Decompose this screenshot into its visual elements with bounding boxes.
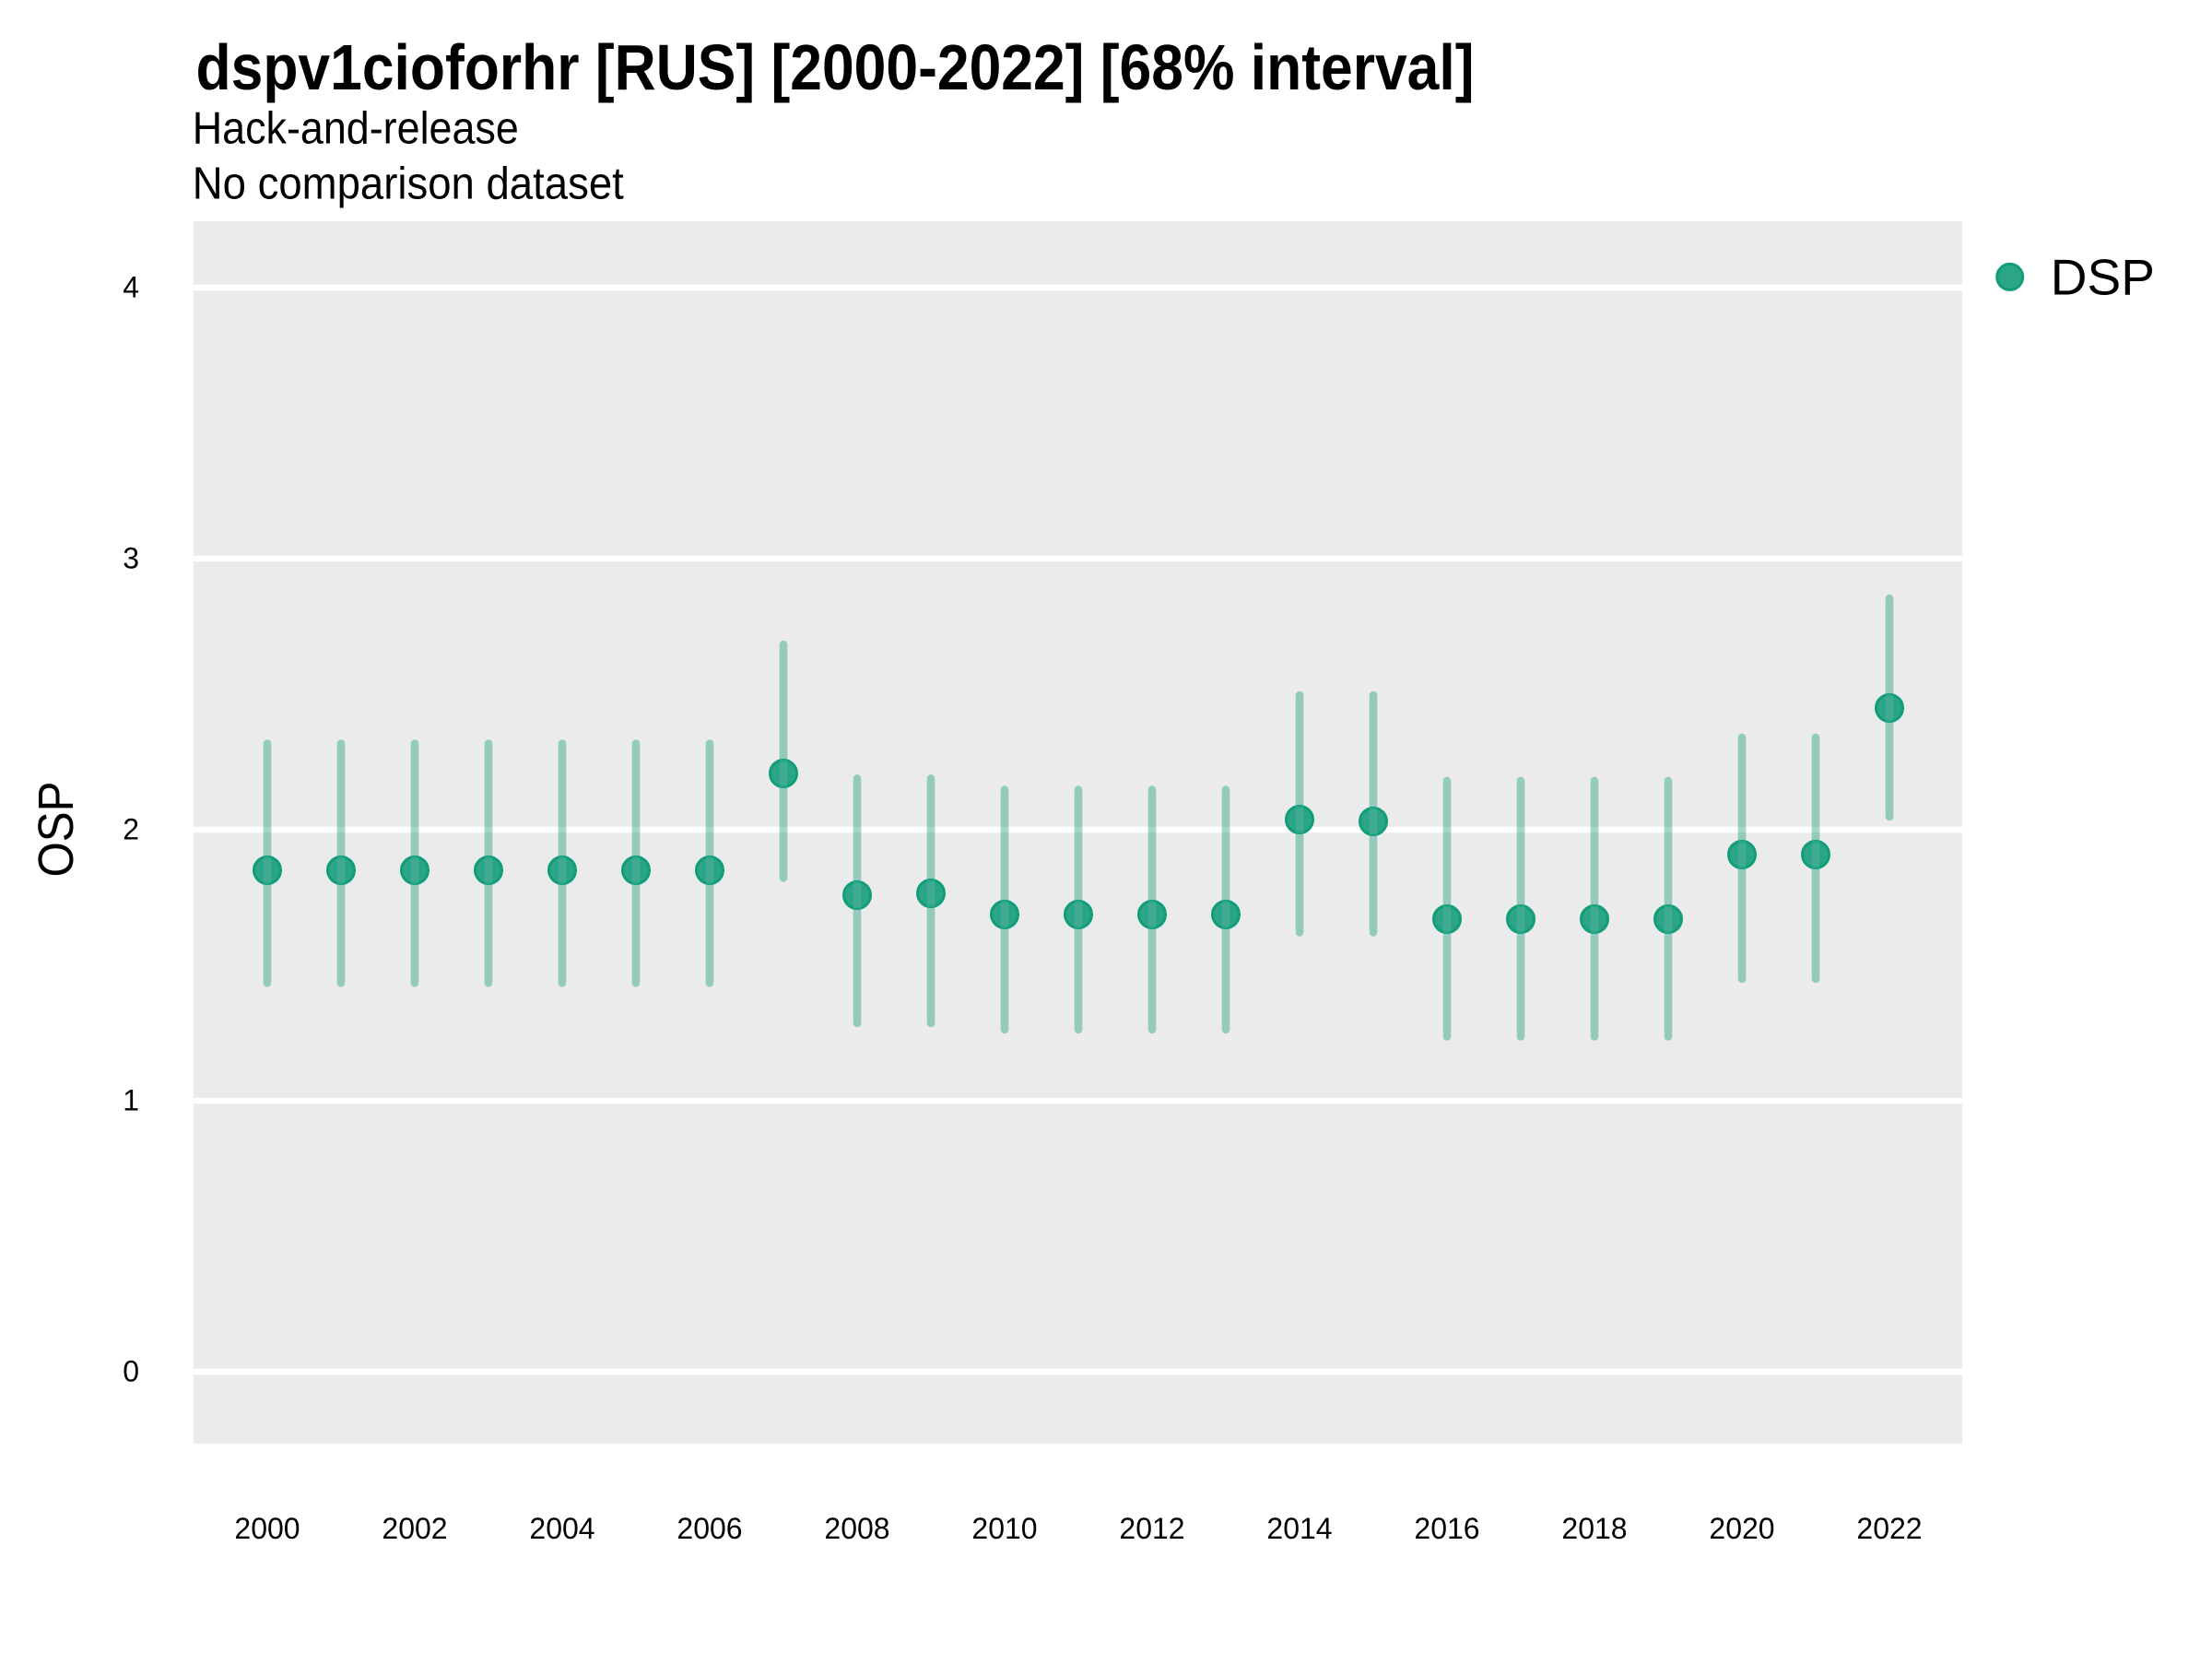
svg-text:4: 4 xyxy=(123,271,139,304)
svg-text:2020: 2020 xyxy=(1709,1512,1774,1545)
svg-text:2014: 2014 xyxy=(1266,1512,1332,1545)
svg-text:3: 3 xyxy=(123,542,139,575)
svg-text:2016: 2016 xyxy=(1414,1512,1479,1545)
svg-text:0: 0 xyxy=(123,1355,139,1388)
svg-text:2: 2 xyxy=(123,813,139,846)
svg-text:Hack-and-release: Hack-and-release xyxy=(193,103,519,153)
svg-text:2010: 2010 xyxy=(971,1512,1037,1545)
svg-text:2018: 2018 xyxy=(1561,1512,1627,1545)
svg-text:dspv1cioforhr [RUS] [2000-2022: dspv1cioforhr [RUS] [2000-2022] [68% int… xyxy=(196,31,1475,103)
svg-text:2000: 2000 xyxy=(234,1512,300,1545)
svg-text:2008: 2008 xyxy=(824,1512,889,1545)
svg-text:2004: 2004 xyxy=(529,1512,594,1545)
svg-text:2022: 2022 xyxy=(1856,1512,1922,1545)
svg-text:2012: 2012 xyxy=(1119,1512,1184,1545)
svg-text:2002: 2002 xyxy=(382,1512,447,1545)
svg-text:1: 1 xyxy=(123,1084,139,1117)
svg-text:DSP: DSP xyxy=(2051,248,2155,305)
svg-text:2006: 2006 xyxy=(677,1512,742,1545)
svg-text:OSP: OSP xyxy=(29,782,84,878)
svg-text:No comparison dataset: No comparison dataset xyxy=(193,159,624,208)
